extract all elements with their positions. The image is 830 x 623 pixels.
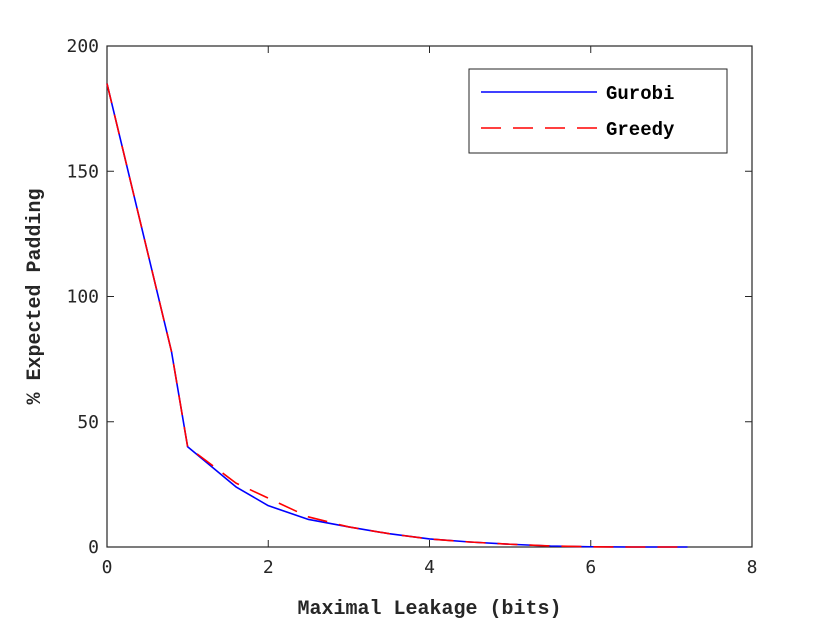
y-axis-label: % Expected Padding bbox=[24, 188, 47, 404]
y-tick-label: 100 bbox=[66, 287, 99, 308]
x-tick-label: 8 bbox=[747, 557, 758, 578]
series-lines bbox=[106, 83, 688, 548]
y-tick-label: 50 bbox=[77, 412, 99, 433]
x-tick-label: 4 bbox=[424, 557, 435, 578]
y-tick-label: 150 bbox=[66, 161, 99, 182]
legend: Gurobi Greedy bbox=[468, 68, 728, 154]
legend-box bbox=[468, 68, 728, 154]
axis-ticks: 0 2 4 6 8 0 50 100 150 200 bbox=[66, 36, 757, 578]
x-tick-label: 6 bbox=[585, 557, 596, 578]
x-axis-label: Maximal Leakage (bits) bbox=[297, 598, 561, 621]
y-tick-label: 200 bbox=[66, 36, 99, 57]
y-tick-label: 0 bbox=[88, 537, 99, 558]
series-line-greedy bbox=[106, 83, 688, 548]
legend-label-greedy: Greedy bbox=[606, 119, 675, 141]
legend-label-gurobi: Gurobi bbox=[606, 83, 674, 105]
x-tick-label: 0 bbox=[102, 557, 113, 578]
x-tick-label: 2 bbox=[263, 557, 274, 578]
